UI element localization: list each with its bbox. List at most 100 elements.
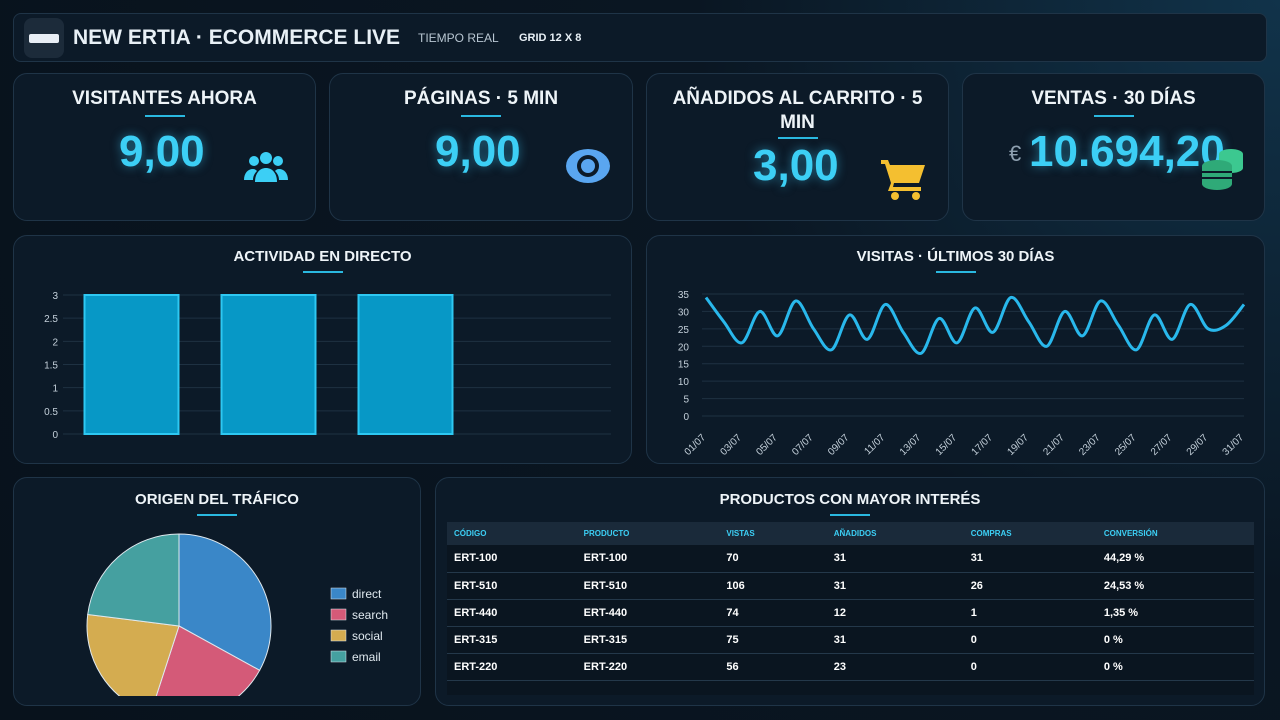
x-tick-label: 21/07 <box>1041 432 1067 458</box>
x-tick-label: 25/07 <box>1113 432 1139 458</box>
kpi-value: 3,00 <box>753 141 839 190</box>
kpi-title: VISITANTES AHORA <box>72 88 257 109</box>
table-cell: 24,53 % <box>1103 579 1145 592</box>
table-cell: 23 <box>833 660 846 673</box>
table: CÓDIGO PRODUCTO VISTAS AÑADIDOS COMPRAS CONVE… <box>447 522 1254 681</box>
x-tick-label: 19/07 <box>1005 432 1031 458</box>
table-cell: 75 <box>726 633 739 646</box>
y-tick-label: 2.5 <box>44 314 58 325</box>
legend-swatch <box>330 587 347 600</box>
header-subtitle: TIEMPO REAL <box>418 31 499 45</box>
x-tick-label: 03/07 <box>719 432 745 458</box>
legend-swatch <box>330 650 347 663</box>
kpi-underline <box>1093 115 1134 117</box>
bar <box>357 294 454 435</box>
table-cell: ERT-100 <box>583 552 628 565</box>
x-tick-label: 17/07 <box>970 432 996 458</box>
kpi-value: 9,00 <box>435 127 521 176</box>
chart-title: ORIGEN DEL TRÁFICO <box>135 491 299 508</box>
kpi-card: VISITANTES AHORA 9,00 <box>13 73 316 221</box>
table-cell: 12 <box>833 606 846 619</box>
bar <box>220 294 317 435</box>
table-cell: 26 <box>970 579 983 592</box>
x-tick-label: 27/07 <box>1149 432 1175 458</box>
kpi-value: 9,00 <box>119 127 205 176</box>
y-tick-label: 1.5 <box>44 361 58 372</box>
table-cell: 106 <box>726 579 745 592</box>
logo <box>24 18 64 58</box>
pie-slice <box>155 625 261 696</box>
y-tick-label: 5 <box>683 395 689 406</box>
table-row: ERT-510 ERT-510 106 31 26 24,53 % <box>447 572 1254 599</box>
table-box: CÓDIGO PRODUCTO VISTAS AÑADIDOS COMPRAS CONVE… <box>447 522 1254 695</box>
y-tick-label: 0 <box>52 430 58 441</box>
table-cell: 31 <box>833 633 846 646</box>
column-header: CÓDIGO <box>454 529 487 538</box>
pie-panel: ORIGEN DEL TRÁFICO direct search social ema… <box>13 477 421 706</box>
table-cell: ERT-510 <box>583 579 628 592</box>
legend-swatch <box>330 608 347 621</box>
table-row: ERT-100 ERT-100 70 31 31 44,29 % <box>447 545 1254 572</box>
y-tick-label: 0.5 <box>44 407 58 418</box>
kpi-underline <box>461 115 501 117</box>
column-header: COMPRAS <box>970 529 1012 538</box>
table-cell: ERT-440 <box>454 606 498 619</box>
y-tick-label: 20 <box>678 342 690 353</box>
bar-panel: ACTIVIDAD EN DIRECTO 0 0.5 1 1.5 2 2.5 3 <box>13 235 632 464</box>
y-tick-label: 2 <box>52 337 58 348</box>
table-cell: 31 <box>970 552 983 565</box>
pie-slice <box>87 533 180 627</box>
y-tick-label: 30 <box>678 307 690 318</box>
table-cell: ERT-440 <box>583 606 628 619</box>
x-tick-label: 31/07 <box>1221 432 1247 458</box>
kpi-underline <box>144 115 185 117</box>
table-row: ERT-315 ERT-315 75 31 0 0 % <box>447 626 1254 653</box>
table-cell: 1,35 % <box>1103 606 1139 619</box>
legend-label: direct <box>352 587 382 601</box>
table-cell: ERT-510 <box>454 579 498 592</box>
table-cell: 70 <box>726 552 739 565</box>
table-cell: 0 % <box>1103 633 1123 646</box>
table-cell: ERT-220 <box>454 660 498 673</box>
column-header: CONVERSIÓN <box>1103 529 1158 538</box>
kpi-icon <box>566 149 610 183</box>
table-cell: ERT-220 <box>583 660 628 673</box>
pie-slice <box>86 613 180 696</box>
table-panel: PRODUCTOS CON MAYOR INTERÉS CÓDIGO PRODUC… <box>435 477 1265 706</box>
x-tick-label: 23/07 <box>1077 432 1103 458</box>
table-cell: 0 <box>970 633 977 646</box>
kpi-title: AÑADIDOS AL CARRITO · 5 MIN <box>672 88 923 133</box>
table-row: ERT-220 ERT-220 56 23 0 0 % <box>447 653 1254 680</box>
line-panel: VISITAS · ÚLTIMOS 30 DÍAS 0 5 10 15 20 25 30 35… <box>646 235 1265 464</box>
table-cell: 1 <box>970 606 977 619</box>
chart-title: ACTIVIDAD EN DIRECTO <box>233 248 412 265</box>
table-cell: ERT-315 <box>583 633 628 646</box>
x-tick-label: 01/07 <box>683 432 709 458</box>
column-header: AÑADIDOS <box>833 529 877 538</box>
pie-slice <box>178 533 272 672</box>
legend-label: email <box>352 650 381 664</box>
x-tick-label: 13/07 <box>898 432 924 458</box>
legend-label: social <box>352 629 383 643</box>
table-title: PRODUCTOS CON MAYOR INTERÉS <box>719 491 981 508</box>
y-tick-label: 10 <box>678 377 690 388</box>
header-grid: GRID 12 X 8 <box>519 32 582 44</box>
kpi-underline <box>777 137 818 139</box>
x-tick-label: 15/07 <box>934 432 960 458</box>
table-cell: 0 % <box>1103 660 1123 673</box>
legend-label: search <box>352 608 388 622</box>
kpi-value: 10.694,20 <box>1029 127 1225 176</box>
kpi-unit: € <box>1009 141 1022 166</box>
legend-swatch <box>330 629 347 642</box>
y-tick-label: 3 <box>52 291 58 302</box>
y-tick-label: 15 <box>678 360 690 371</box>
kpi-title: VENTAS · 30 DÍAS <box>1031 88 1196 109</box>
chart-title: VISITAS · ÚLTIMOS 30 DÍAS <box>856 248 1055 265</box>
x-tick-label: 05/07 <box>754 432 780 458</box>
y-tick-label: 1 <box>52 384 58 395</box>
table-cell: 0 <box>970 660 977 673</box>
kpi-card: VENTAS · 30 DÍAS €10.694,20 <box>962 73 1265 221</box>
line-chart: 0 5 10 15 20 25 30 35 01/07 03/07 05/07 07/07 09/07 1… <box>678 290 1247 458</box>
kpi-title: PÁGINAS · 5 MIN <box>403 88 559 109</box>
